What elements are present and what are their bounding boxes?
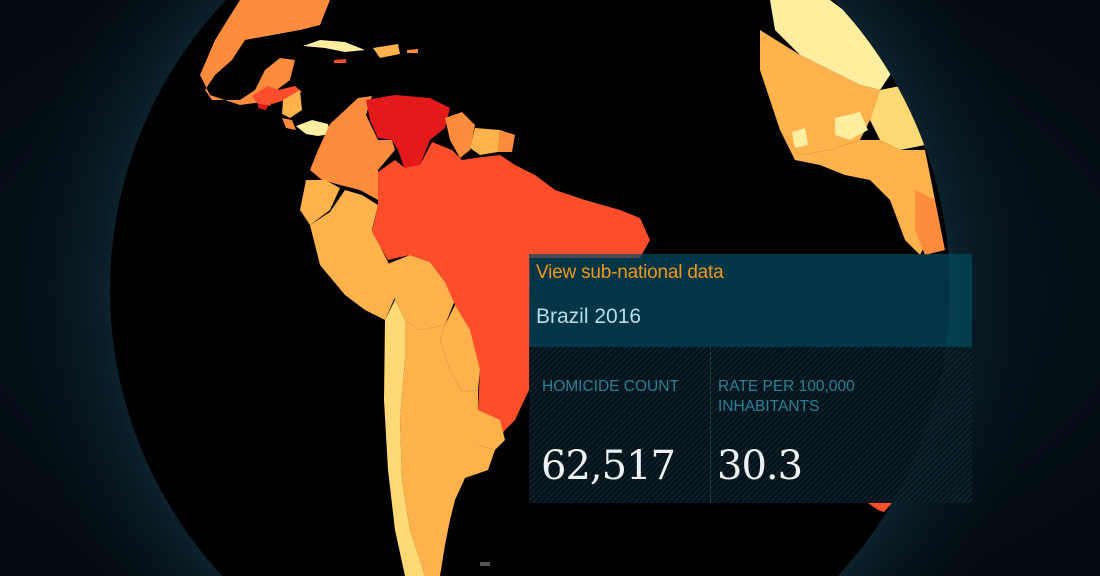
country-uruguay[interactable] xyxy=(478,410,505,450)
falkland-islands[interactable] xyxy=(480,562,490,566)
country-el-salvador[interactable] xyxy=(258,104,268,110)
country-sierra-leone[interactable] xyxy=(792,128,808,148)
country-peru[interactable] xyxy=(310,190,398,320)
view-subnational-data-link[interactable]: View sub-national data xyxy=(536,262,724,283)
metric-label: HOMICIDE COUNT xyxy=(542,378,679,395)
country-burkina-faso[interactable] xyxy=(835,112,868,140)
country-guinea-coast[interactable] xyxy=(780,130,935,255)
country-nicaragua[interactable] xyxy=(282,90,302,118)
country-argentina[interactable] xyxy=(400,320,495,576)
country-honduras[interactable] xyxy=(270,86,302,104)
country-ecuador[interactable] xyxy=(300,180,340,225)
country-chile[interactable] xyxy=(384,300,425,576)
country-venezuela[interactable] xyxy=(366,95,450,170)
country-paraguay[interactable] xyxy=(440,305,480,392)
metric-value: 30.3 xyxy=(717,443,803,489)
country-jamaica[interactable] xyxy=(334,59,346,63)
country-french-guiana[interactable] xyxy=(498,130,515,152)
metric-label: RATE PER 100,000 INHABITANTS xyxy=(718,378,855,415)
country-nigeria[interactable] xyxy=(915,190,945,255)
metric-rate-per-100k: RATE PER 100,000 INHABITANTS 30.3 xyxy=(711,347,972,503)
country-mauritania-western-sahara[interactable] xyxy=(770,0,900,90)
country-costa-rica[interactable] xyxy=(282,118,296,130)
country-cuba[interactable] xyxy=(303,40,365,52)
country-guyana[interactable] xyxy=(445,112,475,158)
country-south-africa-tip[interactable] xyxy=(868,503,892,512)
country-suriname[interactable] xyxy=(470,128,500,155)
metric-value: 62,517 xyxy=(541,443,676,489)
country-dominican-republic[interactable] xyxy=(373,44,400,58)
tooltip-metrics: HOMICIDE COUNT 62,517 RATE PER 100,000 I… xyxy=(529,347,972,503)
country-bolivia[interactable] xyxy=(385,255,455,330)
tooltip-header: View sub-national data Brazil 2016 xyxy=(529,254,972,347)
country-panama[interactable] xyxy=(296,120,330,136)
country-puerto-rico[interactable] xyxy=(407,49,418,53)
metric-homicide-count: HOMICIDE COUNT 62,517 xyxy=(529,347,711,503)
country-colombia[interactable] xyxy=(310,96,395,200)
country-brazil[interactable] xyxy=(372,142,650,445)
tooltip-title: Brazil 2016 xyxy=(536,305,642,328)
country-tooltip: View sub-national data Brazil 2016 HOMIC… xyxy=(529,254,972,503)
country-mexico[interactable] xyxy=(200,0,330,105)
